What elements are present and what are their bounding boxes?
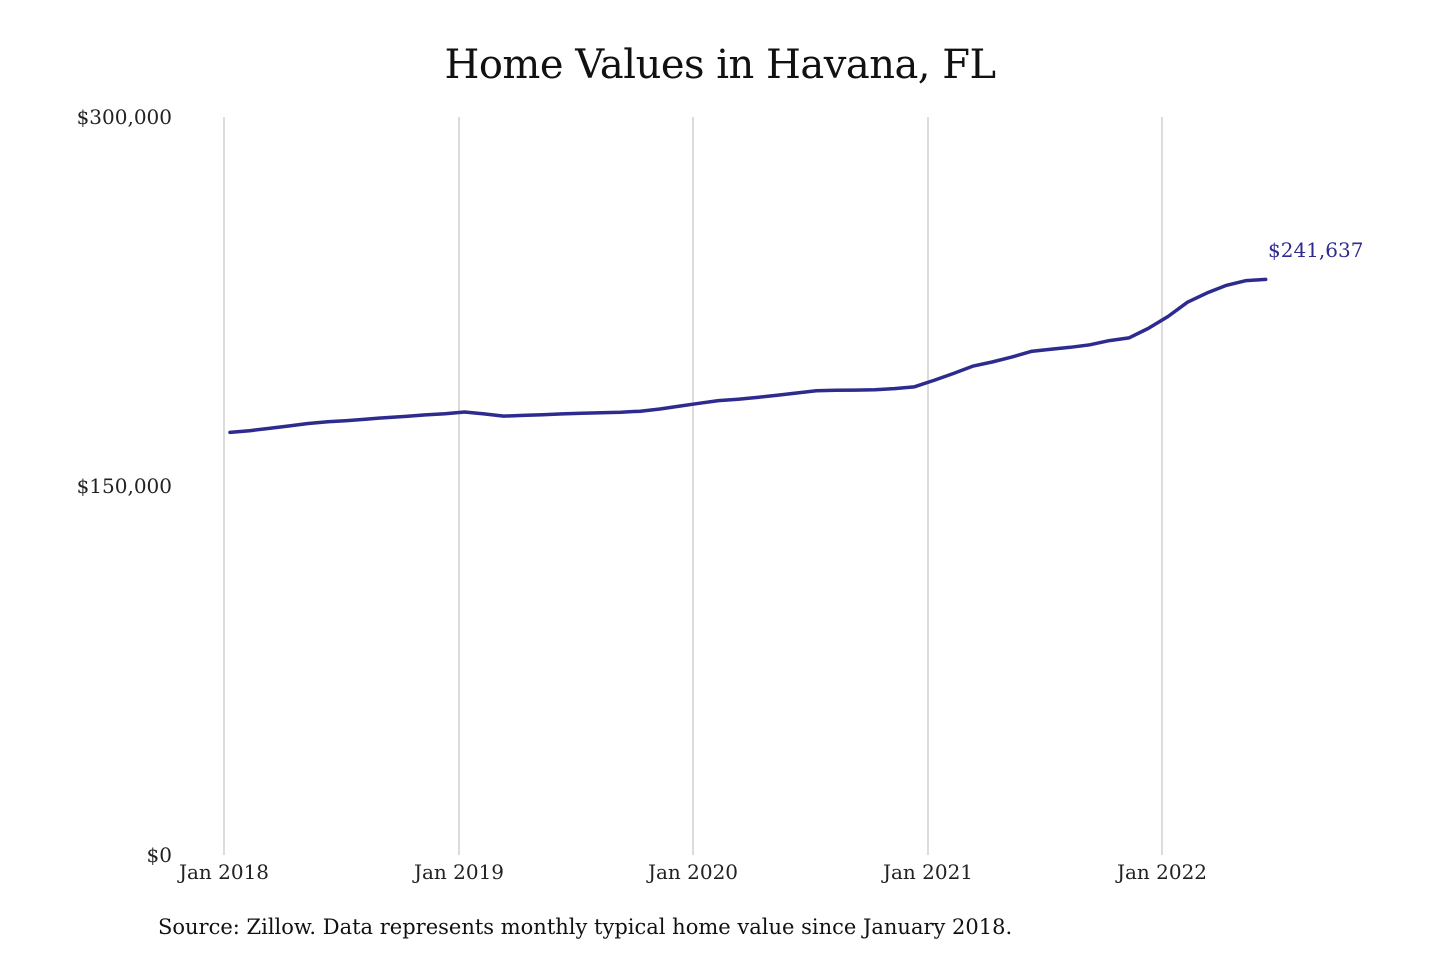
data-point (1186, 301, 1189, 304)
data-point (932, 379, 935, 382)
data-point (463, 410, 466, 414)
data-point (697, 402, 701, 405)
data-point (795, 391, 798, 395)
data-point (717, 399, 720, 402)
data-point (1225, 284, 1228, 287)
data-point (658, 407, 662, 411)
data-point (873, 388, 877, 391)
data-point (404, 415, 408, 418)
data-point (639, 410, 642, 413)
data-point (307, 422, 310, 425)
data-point (854, 388, 857, 392)
data-point (502, 414, 505, 418)
y-tick-label: $150,000 (77, 474, 172, 498)
series-line-home-value (228, 277, 1268, 435)
y-tick-label: $0 (147, 843, 172, 867)
data-point (1205, 291, 1209, 295)
data-point (385, 416, 388, 419)
gridlines (223, 117, 1163, 855)
data-point (834, 389, 837, 392)
data-points (228, 278, 1267, 434)
data-point (228, 431, 232, 434)
data-point (248, 429, 251, 432)
data-point (1166, 315, 1170, 318)
data-point (1088, 343, 1092, 346)
y-tick-label: $300,000 (77, 105, 172, 129)
source-note: Source: Zillow. Data represents monthly … (158, 915, 1013, 939)
data-point (951, 372, 955, 375)
data-point (1245, 279, 1248, 282)
data-point (678, 404, 681, 408)
x-tick-label: Jan 2020 (646, 860, 738, 884)
data-point (776, 394, 779, 397)
chart-title: Home Values in Havana, FL (444, 42, 996, 88)
data-point (326, 420, 329, 423)
data-point (346, 419, 349, 422)
data-point (482, 412, 486, 416)
data-point (971, 365, 974, 368)
data-point (1108, 339, 1111, 342)
data-point (1147, 327, 1150, 330)
data-point (267, 427, 271, 430)
data-point (1010, 355, 1013, 359)
data-point (893, 387, 896, 390)
x-axis: Jan 2018 Jan 2019 Jan 2020 Jan 2021 Jan 2022 (177, 860, 1207, 884)
data-point (1030, 350, 1033, 353)
data-point (912, 385, 916, 389)
data-point (600, 411, 603, 414)
data-point (736, 398, 740, 401)
data-point (1049, 348, 1053, 351)
data-point (1069, 346, 1072, 349)
x-tick-label: Jan 2018 (177, 860, 269, 884)
data-point (1264, 278, 1267, 281)
x-tick-label: Jan 2022 (1115, 860, 1207, 884)
x-tick-label: Jan 2021 (881, 860, 973, 884)
data-point (365, 417, 368, 421)
data-point (287, 424, 290, 428)
data-point (1127, 336, 1131, 340)
data-point (424, 413, 427, 417)
data-point (561, 412, 564, 416)
data-point (619, 411, 622, 414)
data-point (521, 414, 525, 417)
y-axis: $0 $150,000 $300,000 (77, 105, 172, 867)
data-point (580, 412, 583, 415)
data-point (990, 360, 994, 364)
end-value-label: $241,637 (1268, 238, 1363, 262)
x-tick-label: Jan 2019 (412, 860, 504, 884)
data-point (756, 396, 759, 399)
data-point (815, 389, 818, 392)
data-point (443, 412, 447, 415)
data-point (541, 413, 544, 416)
